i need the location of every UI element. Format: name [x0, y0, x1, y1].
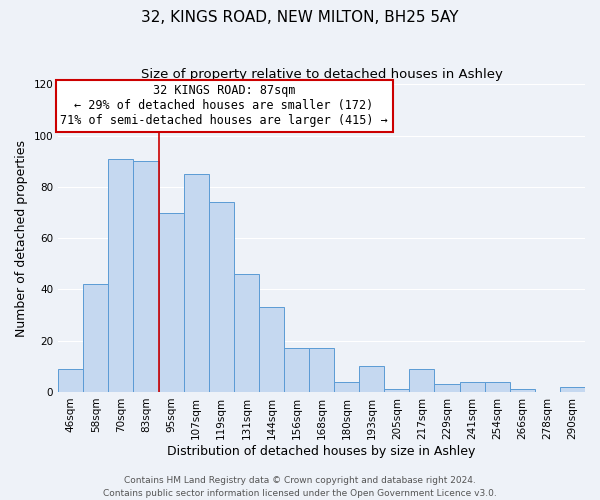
Bar — [309, 348, 334, 392]
Bar — [109, 159, 133, 392]
Bar — [359, 366, 385, 392]
Bar — [485, 382, 510, 392]
Bar — [434, 384, 460, 392]
X-axis label: Distribution of detached houses by size in Ashley: Distribution of detached houses by size … — [167, 444, 476, 458]
Y-axis label: Number of detached properties: Number of detached properties — [15, 140, 28, 336]
Bar — [409, 369, 434, 392]
Bar — [460, 382, 485, 392]
Text: 32 KINGS ROAD: 87sqm
← 29% of detached houses are smaller (172)
71% of semi-deta: 32 KINGS ROAD: 87sqm ← 29% of detached h… — [60, 84, 388, 128]
Title: Size of property relative to detached houses in Ashley: Size of property relative to detached ho… — [140, 68, 503, 80]
Text: 32, KINGS ROAD, NEW MILTON, BH25 5AY: 32, KINGS ROAD, NEW MILTON, BH25 5AY — [141, 10, 459, 25]
Bar — [209, 202, 234, 392]
Bar — [83, 284, 109, 392]
Text: Contains HM Land Registry data © Crown copyright and database right 2024.
Contai: Contains HM Land Registry data © Crown c… — [103, 476, 497, 498]
Bar — [385, 390, 409, 392]
Bar — [234, 274, 259, 392]
Bar — [58, 369, 83, 392]
Bar — [284, 348, 309, 392]
Bar — [184, 174, 209, 392]
Bar — [259, 308, 284, 392]
Bar — [133, 162, 158, 392]
Bar — [560, 387, 585, 392]
Bar — [158, 212, 184, 392]
Bar — [510, 390, 535, 392]
Bar — [334, 382, 359, 392]
